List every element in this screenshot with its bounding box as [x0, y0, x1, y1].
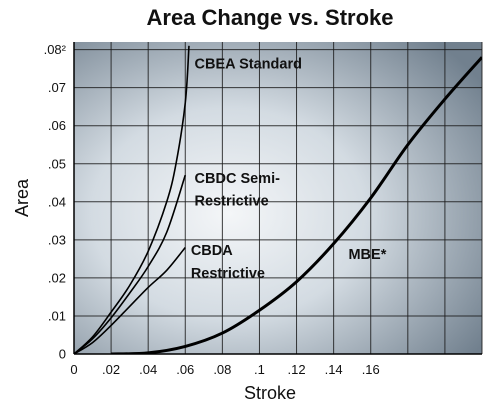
- series-labels: CBEA Standard CBDC Semi- Restrictive CBDA Re…: [191, 57, 387, 282]
- y-tick-labels: 0 .01 .02 .03 .04 .05 .06 .07 .08²: [44, 42, 67, 361]
- chart-title: Area Change vs. Stroke: [147, 5, 394, 30]
- x-tick-label: .14: [325, 362, 343, 377]
- y-tick-label: .04: [48, 194, 66, 209]
- series-annotation: CBDA: [191, 243, 233, 259]
- grid-lines: [74, 42, 483, 354]
- y-tick-label: .01: [48, 308, 66, 323]
- y-tick-label: .02: [48, 270, 66, 285]
- series-annotation: Restrictive: [191, 266, 265, 282]
- y-tick-label: .06: [48, 118, 66, 133]
- series-annotation: MBE*: [348, 247, 386, 263]
- y-tick-label: .07: [48, 80, 66, 95]
- x-tick-label: .06: [176, 362, 194, 377]
- x-tick-label: 0: [70, 362, 77, 377]
- x-tick-label: .08: [213, 362, 231, 377]
- x-tick-label: .16: [362, 362, 380, 377]
- series-line-cbdc-semi-restrictive: [74, 174, 187, 354]
- y-tick-label: .08²: [44, 42, 67, 57]
- x-tick-label: .12: [288, 362, 306, 377]
- series-annotation: CBDC Semi-: [195, 171, 281, 187]
- series-annotation: CBEA Standard: [195, 57, 302, 73]
- y-tick-label: .05: [48, 156, 66, 171]
- series-line-cbea-standard: [74, 45, 190, 354]
- y-tick-label: 0: [59, 347, 66, 362]
- series-group: [74, 45, 482, 354]
- y-axis-label: Area: [12, 178, 32, 217]
- series-line-cbda-restrictive: [74, 246, 186, 354]
- x-tick-labels: 0 .02 .04 .06 .08 .1 .12 .14 .16: [70, 362, 379, 377]
- x-axis-label: Stroke: [244, 383, 296, 403]
- y-tick-label: .03: [48, 232, 66, 247]
- series-annotation: Restrictive: [195, 194, 269, 210]
- plot-background: [74, 42, 482, 354]
- x-tick-label: .1: [254, 362, 265, 377]
- x-tick-label: .02: [102, 362, 120, 377]
- x-tick-label: .04: [139, 362, 157, 377]
- series-line-mbe: [111, 56, 482, 354]
